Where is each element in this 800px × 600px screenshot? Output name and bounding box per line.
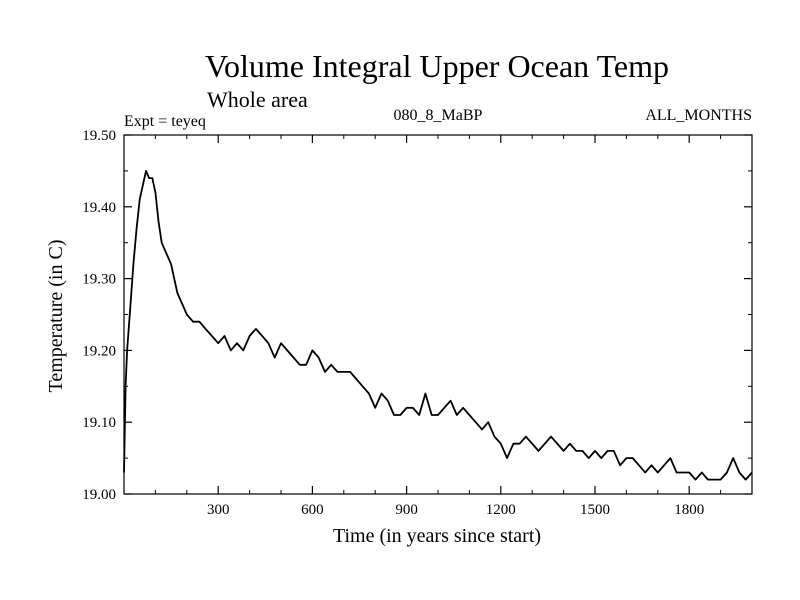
chart-title: Volume Integral Upper Ocean Temp: [205, 48, 669, 84]
x-tick-label: 900: [395, 502, 418, 518]
x-tick-label: 1200: [486, 502, 516, 518]
x-axis: 300 600 900 1200 1500 1800: [154, 135, 722, 518]
y-tick-label: 19.50: [82, 128, 116, 144]
x-tick-label: 600: [301, 502, 324, 518]
period-label: ALL_MONTHS: [645, 107, 752, 124]
x-axis-label: Time (in years since start): [333, 525, 541, 547]
y-tick-label: 19.10: [82, 415, 116, 431]
experiment-label: Expt = teyeq: [124, 113, 206, 130]
y-axis-label: Temperature (in C): [45, 240, 67, 393]
x-tick-label: 1500: [580, 502, 610, 518]
y-axis: 19.00 19.10 19.20 19.30 19.40 19.50: [82, 128, 752, 503]
x-tick-label: 300: [207, 502, 230, 518]
series-line-temperature: [123, 170, 753, 481]
y-tick-label: 19.40: [82, 200, 116, 216]
y-tick-label: 19.30: [82, 272, 116, 288]
y-tick-label: 19.20: [82, 343, 116, 359]
plot-frame: [123, 134, 753, 495]
chart-subtitle: Whole area: [207, 87, 308, 112]
y-tick-label: 19.00: [82, 487, 116, 503]
run-id-label: 080_8_MaBP: [394, 107, 483, 124]
x-tick-label: 1800: [674, 502, 704, 518]
